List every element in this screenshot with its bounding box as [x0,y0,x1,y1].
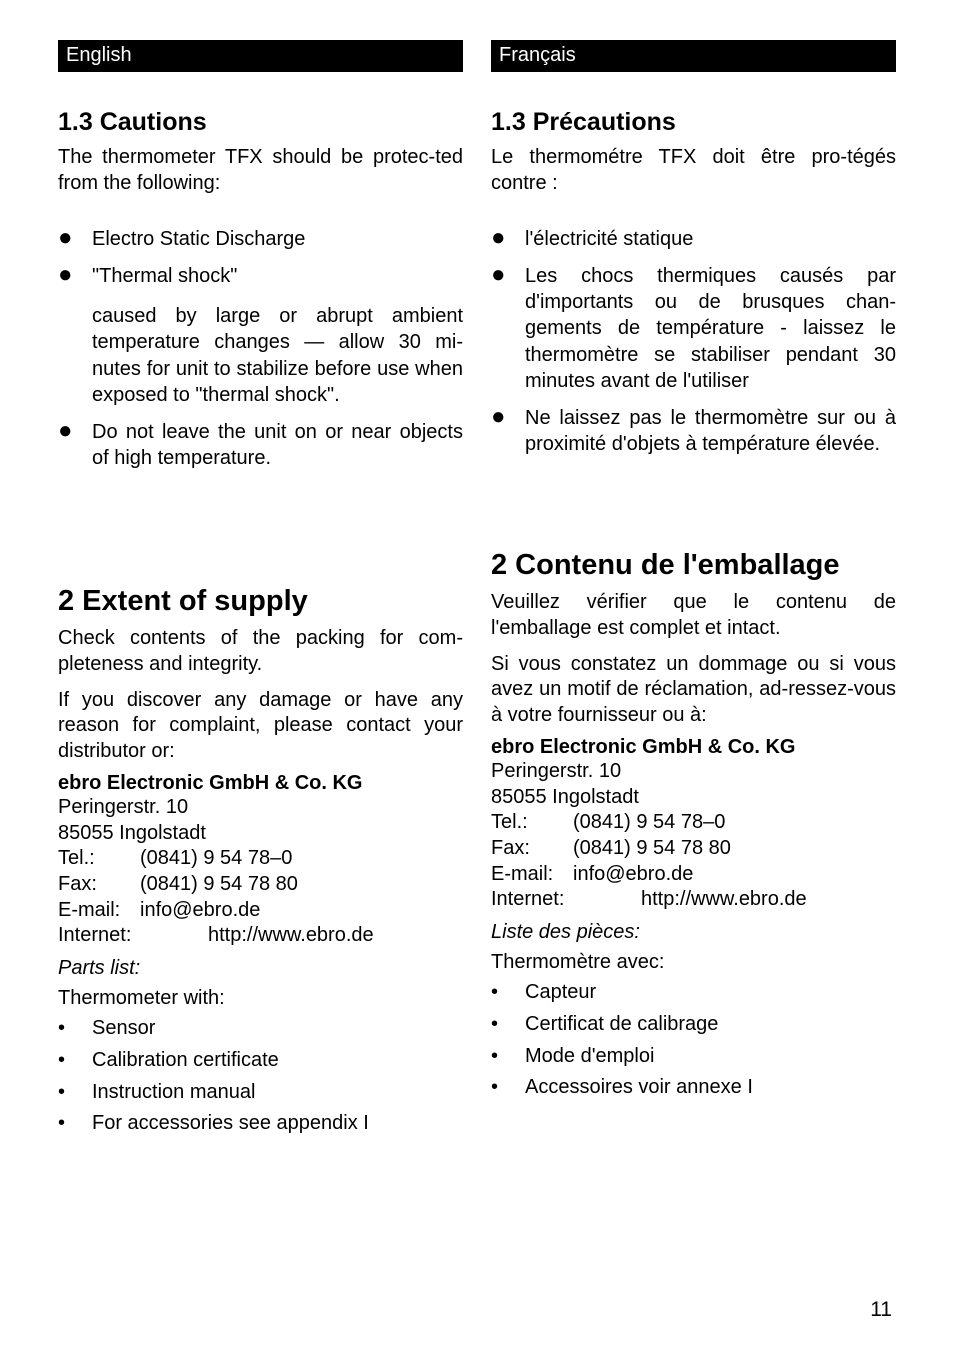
document-page: English 1.3 Cautions The thermometer TFX… [0,0,954,1354]
text-contenu-check: Veuillez vérifier que le contenu de l'em… [491,590,896,641]
bullet-icon: • [58,1047,92,1075]
parts-list-heading: Liste des pièces: [491,921,896,944]
list-item: •Calibration certificate [58,1047,463,1075]
value: (0841) 9 54 78 80 [573,836,731,862]
list-text: Electro Static Discharge [92,226,463,252]
heading-precautions: 1.3 Précautions [491,108,896,137]
text-cautions-intro: The thermometer TFX should be protec-ted… [58,145,463,196]
list-item: •Mode d'emploi [491,1043,896,1071]
contact-internet: Internet: http://www.ebro.de [58,923,463,949]
bullet-icon: • [58,1015,92,1043]
list-text: Do not leave the unit on or near objects… [92,419,463,472]
list-item: ● "Thermal shock" caused by large or abr… [58,263,463,409]
two-column-layout: English 1.3 Cautions The thermometer TFX… [58,40,896,1142]
label: E-mail: [58,898,140,924]
bullet-icon: ● [58,419,92,443]
page-number: 11 [870,1298,892,1322]
bullet-icon: • [491,1074,525,1102]
list-text: Capteur [525,979,596,1007]
label: Tel.: [58,846,140,872]
precautions-list: ● l'électricité statique ● Les chocs the… [491,226,896,457]
bullet-icon: ● [58,226,92,250]
bullet-icon: ● [58,263,92,287]
bullet-icon: ● [491,263,525,287]
list-item: ● Do not leave the unit on or near objec… [58,419,463,472]
list-text: Instruction manual [92,1079,255,1107]
list-text: Calibration certificate [92,1047,279,1075]
text-contenu-damage: Si vous constatez un dommage ou si vous … [491,652,896,729]
list-text: Les chocs thermiques causés par d'import… [525,263,896,395]
value: info@ebro.de [573,862,693,888]
list-item: •Capteur [491,979,896,1007]
list-text: "Thermal shock" caused by large or abrup… [92,263,463,409]
text-precautions-intro: Le thermométre TFX doit être pro-tégés c… [491,145,896,196]
address-line: Peringerstr. 10 [491,759,896,785]
value: info@ebro.de [140,898,260,924]
list-text: Certificat de calibrage [525,1011,718,1039]
list-text: Accessoires voir annexe I [525,1074,753,1102]
value: (0841) 9 54 78–0 [573,810,725,836]
list-text: Sensor [92,1015,155,1043]
contact-tel: Tel.: (0841) 9 54 78–0 [491,810,896,836]
list-item: •Instruction manual [58,1079,463,1107]
language-label-english: English [58,40,463,72]
value: (0841) 9 54 78–0 [140,846,292,872]
parts-list: •Capteur •Certificat de calibrage •Mode … [491,979,896,1101]
list-item: •For accessories see appendix I [58,1110,463,1138]
list-item: •Certificat de calibrage [491,1011,896,1039]
text-supply-check: Check contents of the packing for com-pl… [58,626,463,677]
label: E-mail: [491,862,573,888]
list-item: ● Les chocs thermiques causés par d'impo… [491,263,896,395]
heading-contenu: 2 Contenu de l'emballage [491,549,896,582]
label: Internet: [58,923,208,949]
bullet-icon: • [491,1043,525,1071]
cautions-list: ● Electro Static Discharge ● "Thermal sh… [58,226,463,471]
address-line: 85055 Ingolstadt [58,821,463,847]
contact-email: E-mail: info@ebro.de [491,862,896,888]
list-text: Mode d'emploi [525,1043,654,1071]
bullet-icon: • [58,1079,92,1107]
list-text: Ne laissez pas le thermomètre sur ou à p… [525,405,896,458]
bullet-icon: • [491,979,525,1007]
contact-fax: Fax: (0841) 9 54 78 80 [58,872,463,898]
contact-tel: Tel.: (0841) 9 54 78–0 [58,846,463,872]
text-thermometer-with: Thermometer with: [58,986,463,1012]
label: Fax: [491,836,573,862]
bullet-icon: • [491,1011,525,1039]
label: Internet: [491,887,641,913]
list-item: ● Electro Static Discharge [58,226,463,252]
parts-list-heading: Parts list: [58,957,463,980]
text-supply-damage: If you discover any damage or have any r… [58,688,463,765]
list-item: ● l'électricité statique [491,226,896,252]
language-label-francais: Français [491,40,896,72]
value: http://www.ebro.de [208,923,374,949]
label: Tel.: [491,810,573,836]
value: http://www.ebro.de [641,887,807,913]
list-text: For accessories see appendix I [92,1110,369,1138]
company-name: ebro Electronic GmbH & Co. KG [58,772,463,795]
contact-internet: Internet: http://www.ebro.de [491,887,896,913]
bullet-icon: ● [491,226,525,250]
heading-cautions: 1.3 Cautions [58,108,463,137]
right-column: Français 1.3 Précautions Le thermométre … [491,40,896,1142]
address-line: Peringerstr. 10 [58,795,463,821]
contact-email: E-mail: info@ebro.de [58,898,463,924]
list-item: ● Ne laissez pas le thermomètre sur ou à… [491,405,896,458]
list-item: •Sensor [58,1015,463,1043]
list-text: l'électricité statique [525,226,896,252]
parts-list: •Sensor •Calibration certificate •Instru… [58,1015,463,1137]
address-line: 85055 Ingolstadt [491,785,896,811]
left-column: English 1.3 Cautions The thermometer TFX… [58,40,463,1142]
contact-fax: Fax: (0841) 9 54 78 80 [491,836,896,862]
text-thermometre-avec: Thermomètre avec: [491,950,896,976]
bullet-icon: ● [491,405,525,429]
value: (0841) 9 54 78 80 [140,872,298,898]
label: Fax: [58,872,140,898]
company-name: ebro Electronic GmbH & Co. KG [491,736,896,759]
list-item: •Accessoires voir annexe I [491,1074,896,1102]
heading-extent-of-supply: 2 Extent of supply [58,585,463,618]
list-subtext: caused by large or abrupt ambient temper… [92,303,463,409]
bullet-icon: • [58,1110,92,1138]
list-text-line: "Thermal shock" [92,265,237,287]
